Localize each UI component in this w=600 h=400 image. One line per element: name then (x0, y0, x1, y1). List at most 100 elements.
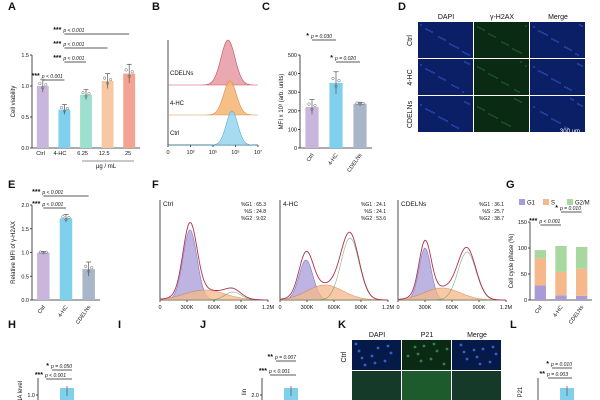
sig-L-1-pvalue: p = 0.003 (546, 372, 568, 378)
x-tick-label-B-4: 10⁷ (254, 149, 262, 156)
stacked-bar-2-2 (575, 246, 588, 269)
y-tick-label-G-1: 50 (521, 272, 527, 278)
micrograph-2-2 (530, 96, 585, 132)
stacked-bar-0-1 (534, 258, 547, 286)
x-tick-label-A-4: 25 (125, 151, 131, 157)
sig-J-0-stars: ** (268, 354, 274, 361)
x-tick-label-F-0-3: 900K (235, 305, 248, 311)
bar-E-0 (37, 252, 50, 300)
cell-speck (455, 126, 457, 128)
cell-speck (557, 121, 559, 123)
cell-speck (477, 106, 479, 108)
bar-A-4 (123, 73, 136, 148)
cell-speck (442, 78, 444, 80)
K-cell-speck (373, 361, 377, 365)
x-tick-label-F-2-1: 300K (419, 305, 432, 311)
x-tick-label-A-1: 4-HC (54, 151, 67, 157)
y-tick-label-C: 100 (288, 127, 297, 133)
x-tick-label-E-2: CDELNs (75, 305, 92, 326)
cell-speck (427, 109, 429, 111)
data-point-C (361, 101, 365, 105)
y-tick-label-C: 500 (288, 53, 297, 59)
cell-speck (507, 44, 509, 46)
K-cell-speck (360, 356, 364, 360)
y-tick-label-E: 0.5 (21, 274, 29, 280)
sig-J-1-stars: *** (259, 368, 267, 375)
cell-speck (442, 118, 444, 120)
K-cell-speck (429, 357, 433, 361)
y-tick-label-E: 2.0 (21, 203, 29, 209)
cell-speck (444, 39, 446, 41)
y-axis-label-A: Cell viability (11, 86, 17, 118)
K-cell-speck (445, 347, 449, 351)
cell-speck (538, 30, 540, 32)
legend-swatch-1 (543, 199, 549, 205)
image-row-label-2: CDELNs (407, 100, 414, 128)
y-tick-label-G-2: 100 (518, 246, 527, 252)
sig-L-1-stars: ** (540, 371, 546, 378)
cell-speck (494, 36, 496, 38)
cell-speck (494, 116, 496, 118)
cell-speck (455, 46, 457, 48)
cell-speck (566, 127, 568, 129)
x-tick-label-B-2: 10⁵ (209, 149, 217, 156)
cell-speck (572, 99, 574, 101)
legend-label-1: S (551, 201, 555, 207)
sig-E-0-stars: *** (32, 201, 40, 208)
panel-label-F: F (152, 179, 159, 191)
cell-speck (514, 49, 516, 51)
cell-speck (546, 114, 548, 116)
sig-H-1-stars: *** (35, 372, 43, 379)
cell-speck (546, 74, 548, 76)
cell-speck (577, 63, 579, 65)
image-row-label-1: 4-HC (407, 69, 414, 85)
cell-speck (564, 46, 566, 48)
cell-speck (503, 82, 505, 84)
sig-H-0-stars: * (46, 363, 49, 370)
cell-speck (557, 41, 559, 43)
histogram-4-HC (168, 80, 258, 116)
cell-speck (501, 41, 503, 43)
panel-label-D: D (398, 1, 406, 13)
bar-A-1 (58, 109, 71, 148)
K-micrograph-0-0 (352, 340, 401, 370)
micrograph-2-0 (418, 96, 473, 132)
cell-speck (496, 77, 498, 79)
data-point-E (61, 215, 65, 219)
data-point-A (84, 94, 88, 98)
sig-H-0-pvalue: p = 0.050 (50, 364, 72, 370)
x-tick-label-F-1-2: 600K (328, 305, 341, 311)
bar-A-3 (101, 81, 114, 148)
K-cell-speck (354, 342, 358, 346)
data-point-A (62, 109, 66, 113)
cell-speck (488, 33, 490, 35)
stacked-bar-2-0 (575, 295, 588, 300)
cell-speck (533, 66, 535, 68)
stacked-bar-1-0 (555, 295, 567, 300)
panel-label-A: A (8, 1, 16, 13)
cell-cycle-title-0: Ctrl (163, 201, 174, 208)
cell-speck (438, 36, 440, 38)
cell-speck (553, 39, 555, 41)
cell-speck (420, 24, 422, 26)
cell-speck (518, 100, 520, 102)
cell-speck (481, 108, 483, 110)
cell-speck (566, 87, 568, 89)
cell-speck (431, 111, 433, 113)
cell-speck (468, 63, 470, 65)
sig-J-0-pvalue: p = 0.007 (274, 355, 296, 361)
cell-speck (540, 111, 542, 113)
y-tick-label-C: 400 (288, 72, 297, 78)
cell-speck (444, 119, 446, 121)
sig-C-1-pvalue: p = 0.020 (334, 56, 356, 62)
cell-cycle-stat-2-2: %G2 : 38.7 (479, 216, 504, 222)
s-phase-2 (397, 287, 506, 301)
stacked-bar-2-1 (575, 268, 588, 296)
histogram-label-2: Ctrl (170, 131, 179, 137)
cell-speck (433, 72, 435, 74)
y-axis-label-C: MFI x 10³ (arb. units) (279, 74, 285, 130)
K-cell-speck (478, 362, 482, 366)
cell-speck (564, 126, 566, 128)
data-point-A (65, 107, 69, 111)
cell-cycle-outline-1 (279, 231, 389, 301)
